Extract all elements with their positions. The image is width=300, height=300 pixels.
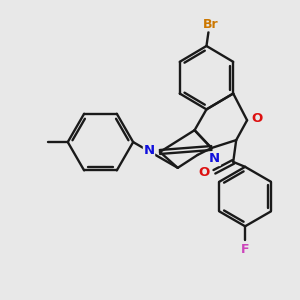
Text: O: O <box>251 112 262 125</box>
Text: N: N <box>209 152 220 165</box>
Text: F: F <box>241 243 249 256</box>
Text: N: N <box>143 143 155 157</box>
Text: O: O <box>199 166 210 179</box>
Text: Br: Br <box>202 18 218 31</box>
Text: N: N <box>209 152 220 165</box>
